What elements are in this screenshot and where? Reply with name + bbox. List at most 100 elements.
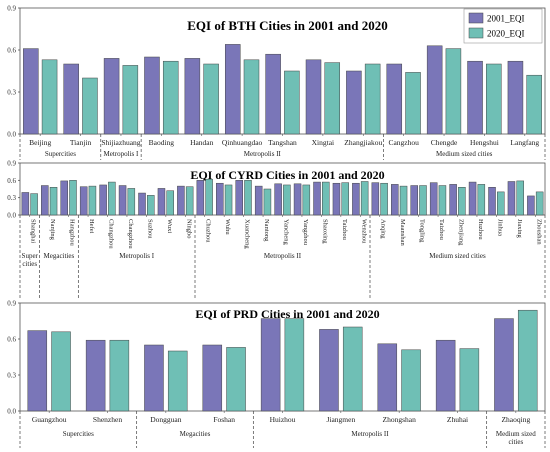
- category-label: Maanshan: [399, 219, 406, 246]
- category-label: Changzhou: [108, 219, 115, 249]
- bar-2001-13: [254, 185, 263, 216]
- group-label-line: Supercities: [45, 150, 76, 158]
- bar-2020-9: [517, 309, 538, 412]
- category-label: Langfang: [510, 138, 539, 147]
- bar-2001-3: [144, 344, 164, 412]
- bar-2020-9: [364, 63, 381, 135]
- bar-2001-20: [391, 184, 399, 216]
- group-label-line: Supercities: [63, 430, 94, 438]
- group-label-line: Metropolis II: [351, 430, 389, 438]
- group-label: Metropolis I: [119, 252, 154, 260]
- bar-2001-4: [79, 186, 88, 216]
- y-tick-label: 0.6: [7, 177, 16, 185]
- chart-panel-2: 0.0 0.3 0.6 0.9 EQI of CYRD Cities in 2001 a…: [7, 160, 546, 300]
- bar-2001-3: [103, 58, 120, 135]
- bar-2001-6: [224, 44, 241, 135]
- y-tick-label: 0.9: [7, 160, 16, 168]
- legend-swatch: [468, 12, 484, 24]
- bar-2020-2: [49, 187, 58, 216]
- bar-2020-5: [284, 318, 305, 412]
- category-label: Yancheng: [283, 219, 290, 245]
- bar-2020-26: [516, 180, 524, 216]
- bar-2020-16: [322, 181, 330, 216]
- group-label-line: Metropolis I: [104, 150, 139, 158]
- chart-title: EQI of PRD Cities in 2001 and 2020: [195, 307, 379, 321]
- bar-2001-9: [494, 318, 514, 412]
- bar-2001-5: [184, 58, 201, 135]
- bar-2001-5: [260, 318, 281, 412]
- category-label: Shijiazhuang: [101, 138, 140, 147]
- group-label: Metropolis I: [104, 150, 139, 158]
- bar-2020-7: [147, 195, 155, 216]
- category-label: Qinhuangdao: [222, 138, 263, 147]
- bar-2001-15: [293, 183, 302, 216]
- bar-2020-1: [51, 331, 71, 412]
- category-label: Foshan: [213, 415, 235, 424]
- group-label: Metropolis II: [244, 150, 282, 158]
- category-label: Xingtai: [312, 138, 335, 147]
- y-tick-label: 0.0: [7, 408, 16, 416]
- category-label: Zhenjiang: [458, 219, 465, 246]
- bar-2001-3: [60, 180, 68, 216]
- bar-2020-17: [341, 182, 349, 216]
- bar-2001-10: [196, 180, 205, 216]
- bar-2020-18: [360, 181, 369, 216]
- category-label: Tangshan: [268, 138, 297, 147]
- category-label: Dongguan: [150, 415, 181, 424]
- category-label: Hefei: [88, 219, 95, 234]
- bar-2001-12: [235, 180, 243, 216]
- group-label: Medium sized cities: [429, 252, 486, 260]
- category-label: Tongling: [419, 219, 426, 243]
- category-label: Taizhou: [341, 219, 348, 241]
- group-label: Medium sized cities: [436, 150, 493, 158]
- bar-2001-6: [319, 329, 339, 412]
- category-label: Chuzhou: [205, 219, 212, 243]
- category-label: Wuxi: [166, 219, 173, 233]
- bar-2020-22: [438, 185, 447, 216]
- bar-2001-4: [144, 56, 160, 135]
- bar-2020-15: [302, 184, 311, 216]
- bar-2020-5: [203, 63, 219, 135]
- bar-2001-24: [468, 181, 477, 216]
- category-label: Zhuhai: [447, 415, 468, 424]
- chart-title: EQI of CYRD Cities in 2001 and 2020: [190, 168, 384, 182]
- category-label: Wuhu: [224, 219, 231, 235]
- bar-2020-8: [166, 190, 174, 216]
- category-label: Shaoxing: [321, 219, 328, 244]
- group-label-line: Metropolis I: [119, 252, 154, 260]
- category-label: Changzhou: [127, 219, 134, 249]
- group-label-line: Megacities: [44, 252, 75, 260]
- category-label: Shenzhen: [93, 415, 122, 424]
- bar-2001-7: [265, 53, 281, 135]
- chart-panel-3: 0.0 0.3 0.6 0.9 EQI of PRD Cities in 2001 an…: [7, 300, 546, 448]
- bar-2001-26: [507, 181, 516, 216]
- bar-2020-12: [486, 63, 502, 135]
- bar-2001-9: [346, 70, 362, 135]
- category-label: Jiangmen: [326, 415, 355, 424]
- bar-2001-27: [527, 195, 535, 216]
- bar-2001-10: [386, 63, 403, 135]
- legend: 2001_EQI 2020_EQI: [463, 8, 543, 44]
- bar-2001-1: [27, 330, 48, 412]
- legend-swatch: [468, 27, 484, 39]
- category-label: Huizhou: [270, 415, 296, 424]
- group-label-line: Metropolis II: [244, 150, 282, 158]
- y-tick-label: 0.0: [7, 212, 16, 220]
- y-tick-label: 0.0: [7, 131, 16, 139]
- category-label: Hengshui: [470, 138, 499, 147]
- group-label-line: cities: [22, 260, 37, 268]
- bar-2020-3: [69, 180, 77, 216]
- group-label: Medium sized cities: [496, 430, 536, 446]
- category-label: Nanjing: [49, 219, 56, 241]
- bar-2020-27: [535, 191, 544, 216]
- bar-2001-22: [429, 182, 438, 216]
- bar-2001-4: [202, 344, 223, 412]
- bar-2001-2: [41, 185, 49, 216]
- bar-2001-16: [313, 181, 321, 216]
- bar-2001-1: [21, 192, 30, 216]
- category-label: Taizhou: [438, 219, 445, 241]
- bar-2001-14: [274, 183, 282, 216]
- bar-2020-14: [283, 184, 291, 216]
- category-label: Ningbo: [185, 219, 192, 239]
